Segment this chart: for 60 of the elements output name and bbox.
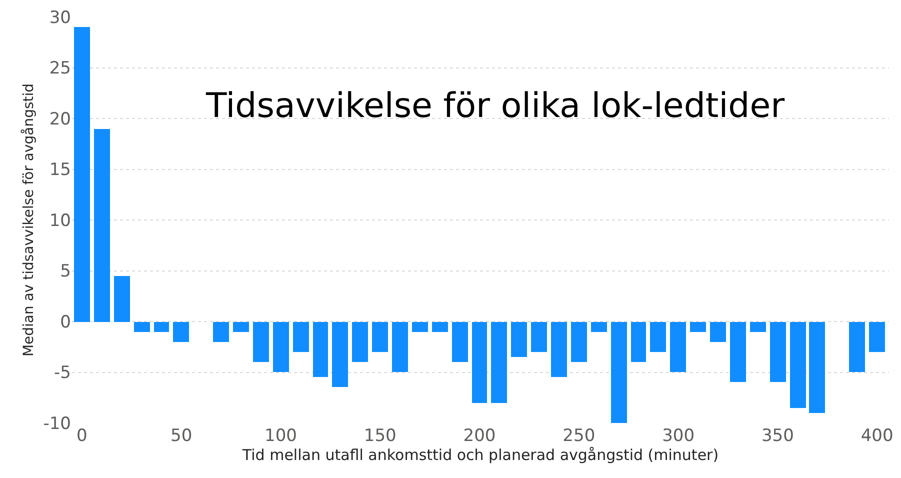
x-tick-label: 400 <box>860 426 894 446</box>
bar <box>154 322 169 332</box>
bar <box>313 322 328 377</box>
bar <box>730 322 746 382</box>
bar <box>531 322 547 352</box>
x-tick-label: 300 <box>662 426 695 446</box>
bar <box>650 322 666 352</box>
bar <box>332 322 348 387</box>
bar <box>273 322 289 372</box>
x-tick-label: 150 <box>364 426 396 446</box>
bar <box>770 322 786 382</box>
bar <box>253 322 269 362</box>
bar <box>571 322 587 362</box>
y-axis-title: Median av tidsavvikelse för avgångstid <box>20 83 37 357</box>
y-tick-label: 20 <box>49 109 71 130</box>
x-tick-label: 0 <box>76 426 88 446</box>
bar <box>491 322 507 403</box>
text: Tidsavvikelse för olika lok-ledtider <box>205 86 785 126</box>
x-tick-label: 350 <box>761 426 794 446</box>
y-tick-label: 5 <box>60 262 71 282</box>
bar <box>412 322 428 332</box>
bar <box>849 322 865 372</box>
x-tick-label: 250 <box>562 426 596 446</box>
bar <box>74 27 90 322</box>
bar <box>173 322 189 342</box>
bar <box>233 322 249 332</box>
bar <box>809 322 825 413</box>
bar <box>869 322 885 352</box>
y-tick-label: -5 <box>54 363 71 384</box>
bar <box>611 322 627 423</box>
bar <box>293 322 309 352</box>
y-tick-label: 0 <box>60 312 71 332</box>
bar <box>392 322 408 372</box>
bar <box>452 322 468 362</box>
x-tick-label: 200 <box>463 426 496 446</box>
bar <box>114 276 130 322</box>
bar <box>690 322 706 332</box>
x-tick-label: 100 <box>264 426 297 446</box>
bar <box>134 322 150 332</box>
bar <box>591 322 607 332</box>
bar <box>372 322 388 352</box>
x-tick-label: 50 <box>170 426 192 446</box>
y-tick-label: 15 <box>49 160 71 180</box>
bar <box>670 322 686 372</box>
bar <box>631 322 646 362</box>
y-tick-label: 25 <box>49 58 71 79</box>
bar <box>213 322 229 342</box>
bar <box>790 322 806 408</box>
bar <box>511 322 527 357</box>
bar <box>750 322 766 332</box>
y-tick-label: 30 <box>49 8 71 28</box>
bar <box>432 322 448 332</box>
bar <box>710 322 726 342</box>
bar <box>551 322 567 377</box>
x-axis-title: Tid mellan utafll ankomsttid och planerad avgångstid (minuter) <box>241 446 719 464</box>
y-tick-label: 10 <box>49 210 71 231</box>
y-tick-label: -10 <box>43 414 71 434</box>
bar <box>94 129 110 322</box>
bar <box>472 322 487 403</box>
bar <box>352 322 368 362</box>
